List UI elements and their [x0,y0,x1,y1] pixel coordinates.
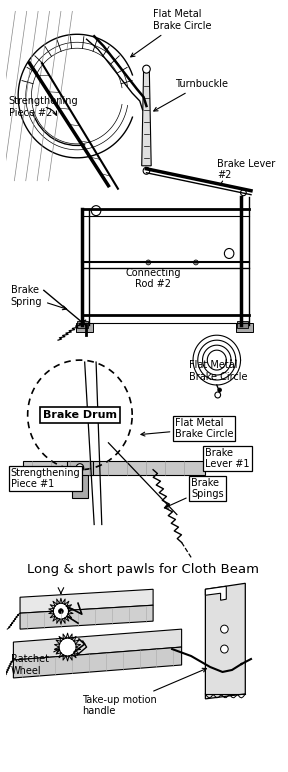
Text: Long & short pawls for Cloth Beam: Long & short pawls for Cloth Beam [27,564,259,577]
Text: Brake
Spring: Brake Spring [11,286,67,310]
Circle shape [143,65,150,73]
Circle shape [221,645,228,653]
Text: Flat Metal
Brake Circle: Flat Metal Brake Circle [189,360,248,381]
Polygon shape [20,589,153,613]
Text: Turnbuckle: Turnbuckle [154,79,228,111]
Polygon shape [20,605,153,629]
Bar [236,323,253,332]
Bar [67,461,93,475]
Circle shape [146,260,151,265]
Text: Flat Metal
Brake Circle: Flat Metal Brake Circle [141,418,234,439]
Bar [23,461,205,475]
Circle shape [59,638,76,656]
Text: Flat Metal
Brake Circle: Flat Metal Brake Circle [131,9,212,57]
Text: Take-up motion
handle: Take-up motion handle [82,669,206,716]
Bar [237,321,248,328]
Bar [72,468,88,498]
Polygon shape [205,586,226,600]
Text: Brake Lever
#2: Brake Lever #2 [217,159,275,185]
Polygon shape [205,584,245,699]
Circle shape [143,168,150,174]
Polygon shape [14,629,182,660]
Text: Strengthening
Piece #1: Strengthening Piece #1 [11,467,84,489]
Circle shape [240,190,246,195]
Text: Brake
Spings: Brake Spings [164,478,224,508]
Circle shape [218,388,221,392]
Circle shape [91,205,101,215]
Polygon shape [14,647,182,678]
Text: Connecting
Rod #2: Connecting Rod #2 [125,268,181,290]
Circle shape [215,392,221,398]
Circle shape [76,464,84,472]
Circle shape [221,625,228,633]
Text: Brake Drum: Brake Drum [43,410,117,420]
Text: Ratchet
Wheel: Ratchet Wheel [11,649,59,676]
Circle shape [194,260,198,265]
Bar [76,323,93,332]
Polygon shape [142,69,151,166]
Circle shape [58,608,63,614]
Bar [77,321,88,328]
Circle shape [224,249,234,259]
Circle shape [53,603,69,619]
Text: Strengthening
Piece #2: Strengthening Piece #2 [9,96,78,117]
Text: Brake
Lever #1: Brake Lever #1 [205,448,250,469]
